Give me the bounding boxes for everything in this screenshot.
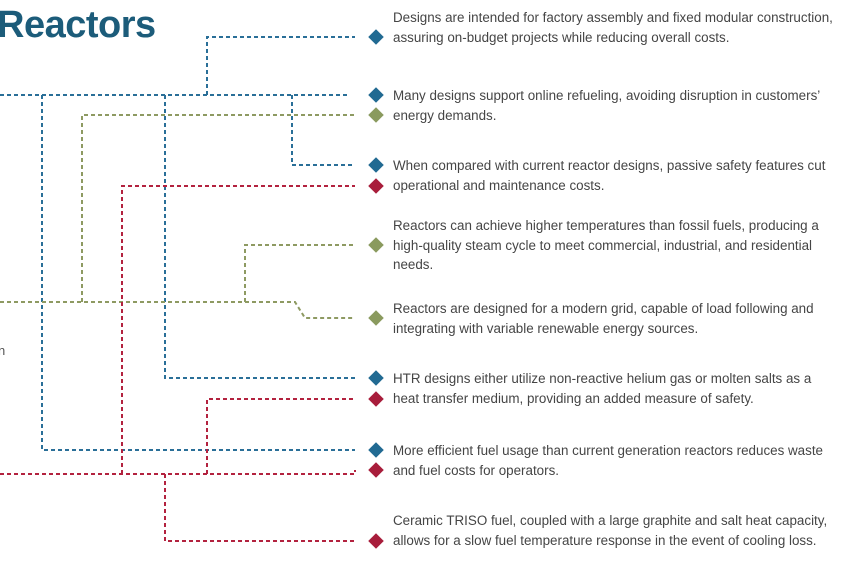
diamonds: [368, 29, 384, 549]
diamond: [368, 29, 384, 45]
diamond: [368, 157, 384, 173]
diamond: [368, 178, 384, 194]
line: [121, 185, 355, 474]
diamond: [368, 310, 384, 326]
diamond: [368, 391, 384, 407]
item-text: Reactors are designed for a modern grid,…: [393, 301, 814, 336]
item-text: When compared with current reactor desig…: [393, 158, 826, 193]
line: [206, 398, 355, 474]
item-text: Reactors can achieve higher temperatures…: [393, 218, 819, 272]
diamond: [368, 462, 384, 478]
line: [41, 95, 355, 451]
item-text: Many designs support online refueling, a…: [393, 88, 820, 123]
diamond: [368, 87, 384, 103]
diamond: [368, 533, 384, 549]
line: [245, 301, 355, 319]
diamond: [368, 107, 384, 123]
cropped-text: n: [0, 343, 6, 358]
item-text: More efficient fuel usage than current g…: [393, 443, 823, 478]
item-text: Designs are intended for factory assembl…: [393, 10, 833, 45]
line: [164, 95, 355, 379]
line: [0, 470, 356, 475]
diamond: [368, 237, 384, 253]
line: [164, 474, 355, 542]
line: [81, 114, 355, 302]
title: Reactors: [0, 4, 156, 46]
diamond: [368, 370, 384, 386]
line: [206, 36, 355, 95]
line: [0, 244, 355, 303]
line: [291, 95, 355, 166]
item-text: Ceramic TRISO fuel, coupled with a large…: [393, 513, 828, 548]
diamond: [368, 442, 384, 458]
item-text: HTR designs either utilize non-reactive …: [393, 371, 812, 406]
